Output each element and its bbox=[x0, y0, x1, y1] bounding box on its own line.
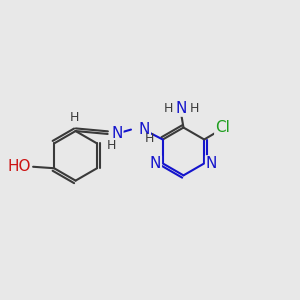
Text: N: N bbox=[206, 156, 217, 171]
Text: H: H bbox=[107, 139, 116, 152]
Text: Cl: Cl bbox=[215, 120, 230, 135]
Text: N: N bbox=[176, 101, 187, 116]
Text: N: N bbox=[139, 122, 150, 137]
Text: H: H bbox=[190, 101, 199, 115]
Text: H: H bbox=[145, 132, 154, 146]
Text: N: N bbox=[111, 127, 123, 142]
Text: N: N bbox=[150, 156, 161, 171]
Text: H: H bbox=[164, 101, 173, 115]
Text: H: H bbox=[69, 111, 79, 124]
Text: HO: HO bbox=[7, 159, 31, 174]
